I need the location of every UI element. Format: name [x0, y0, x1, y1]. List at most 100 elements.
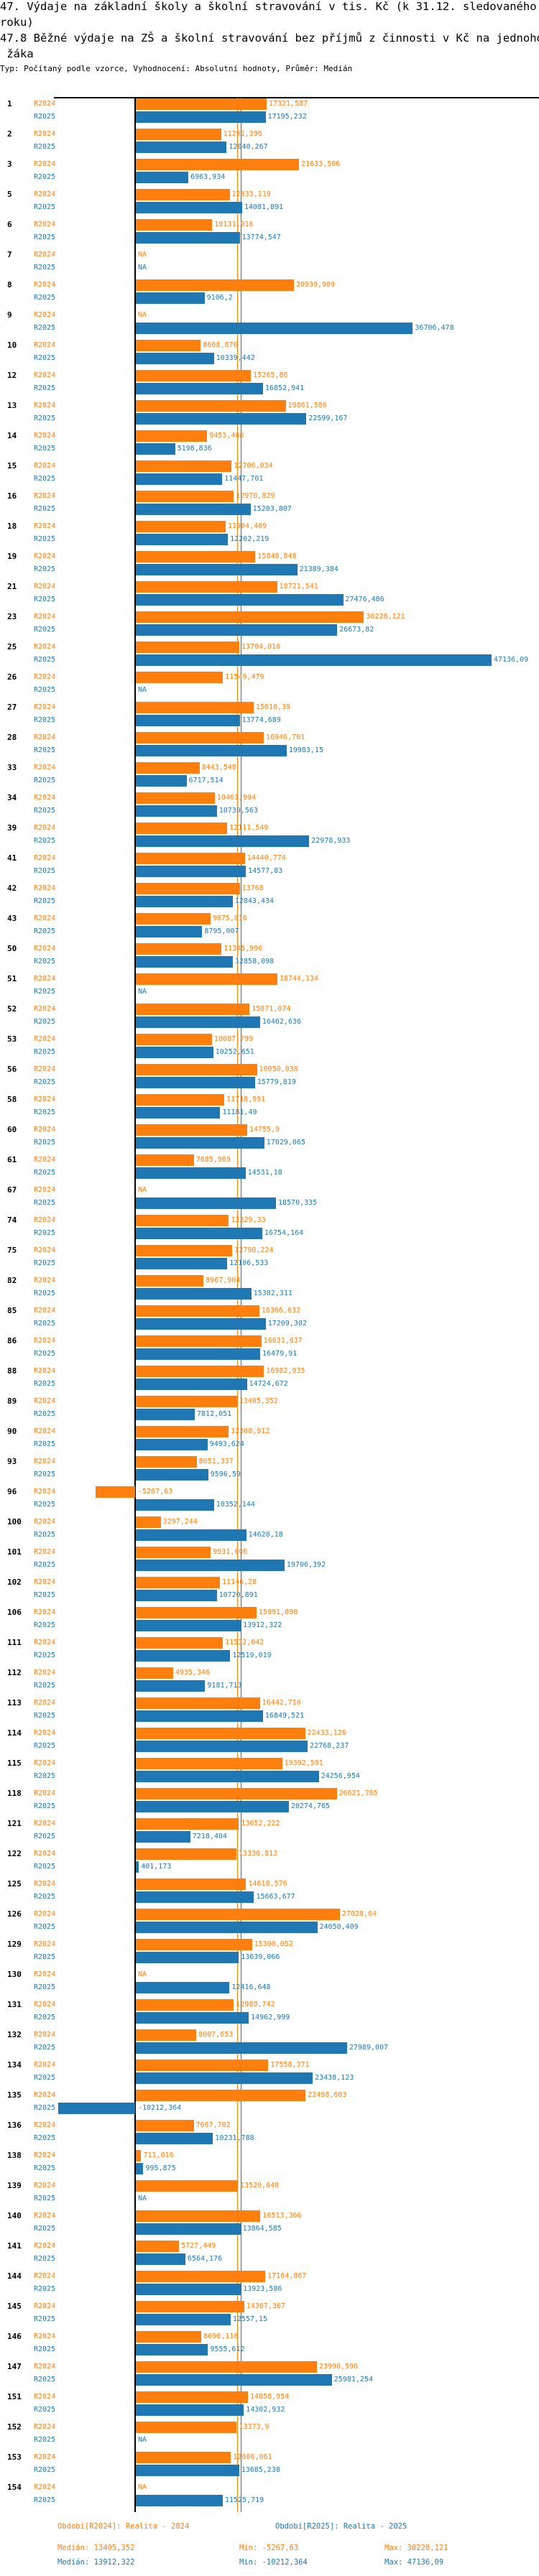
series-label: R2025 [34, 354, 56, 362]
bar-r2024 [136, 1275, 204, 1287]
value-label: 15991,898 [258, 1608, 298, 1616]
series-label: R2024 [34, 2091, 56, 2099]
chart-subtitle-line-1: 47.8 Běžné výdaje na ZŠ a školní stravov… [0, 32, 539, 45]
value-label: 8967,904 [206, 1277, 241, 1284]
series-label: R2025 [34, 1018, 56, 1026]
series-label: R2024 [34, 462, 56, 470]
series-label: R2024 [34, 764, 56, 772]
series-label: R2025 [34, 1048, 56, 1056]
group-label: 146 [7, 2332, 22, 2341]
na-label: NA [138, 686, 147, 694]
bar-r2025 [136, 2163, 144, 2174]
value-label: 16462,636 [262, 1018, 302, 1026]
series-label: R2025 [34, 1078, 56, 1086]
bar-r2024 [136, 1758, 282, 1769]
series-label: R2024 [34, 190, 56, 198]
value-label: 711,016 [143, 2151, 174, 2159]
series-label: R2024 [34, 1126, 56, 1134]
bar-r2025 [136, 2314, 231, 2325]
series-label: R2025 [34, 384, 56, 392]
series-label: R2025 [34, 1983, 56, 1991]
value-label: 9931,606 [213, 1548, 248, 1556]
group-label: 19 [7, 552, 17, 561]
bar-r2025 [136, 2223, 241, 2235]
bar-r2025 [136, 564, 298, 575]
value-label: 16631,637 [263, 1337, 303, 1345]
value-label: 12843,434 [234, 897, 275, 905]
bar-r2025 [136, 1077, 255, 1088]
bar-r2025 [136, 1922, 318, 1933]
series-label: R2025 [34, 535, 56, 543]
value-label: 16513,366 [262, 2212, 302, 2220]
value-label: 11345,996 [224, 945, 263, 953]
bar-r2024 [136, 551, 256, 562]
bar-r2025 [136, 534, 229, 545]
bar-r2024 [136, 1335, 262, 1347]
group-label: 56 [7, 1065, 17, 1074]
bar-r2024 [136, 883, 240, 894]
value-label: 16754,164 [264, 1229, 304, 1237]
bar-r2025 [136, 353, 214, 364]
series-label: R2024 [34, 341, 56, 349]
group-label: 53 [7, 1034, 17, 1044]
group-label: 147 [7, 2362, 22, 2371]
value-label: 11904,409 [227, 522, 267, 530]
bar-r2024 [136, 762, 200, 774]
value-label: 8443,548 [201, 764, 236, 772]
bar-r2024 [136, 973, 277, 985]
bar-r2025 [136, 624, 338, 636]
series-label: R2025 [34, 1772, 56, 1780]
bar-r2024 [136, 2452, 231, 2463]
series-label: R2024 [34, 1729, 56, 1737]
bar-r2025 [136, 1710, 263, 1722]
bar-r2025 [136, 202, 242, 213]
bar-r2024 [136, 1939, 252, 1950]
group-label: 151 [7, 2392, 22, 2401]
series-label: R2025 [34, 1289, 56, 1297]
value-label: 13520,648 [239, 2182, 280, 2190]
value-label: 22599,167 [308, 414, 348, 422]
series-label: R2025 [34, 2436, 56, 2444]
value-label: 20939,909 [295, 281, 336, 289]
bar-r2025 [136, 323, 413, 334]
bar-r2025 [136, 1318, 266, 1330]
value-label: 21389,384 [299, 565, 338, 573]
bar-r2025 [136, 383, 263, 394]
series-label: R2024 [34, 673, 56, 681]
group-label: 130 [7, 1970, 22, 1979]
bar-r2025 [136, 1439, 208, 1450]
group-label: 42 [7, 884, 17, 893]
chart-title-line-2: roku) [0, 16, 34, 29]
series-label: R2024 [34, 100, 56, 108]
value-label: 14628,18 [248, 1531, 283, 1539]
value-label: 22768,237 [310, 1742, 349, 1750]
series-label: R2024 [34, 2061, 56, 2069]
bar-r2024 [136, 1728, 305, 1739]
value-label: 9875,816 [212, 914, 247, 922]
bar-r2024 [136, 853, 245, 864]
series-label: R2024 [34, 1458, 56, 1465]
value-label: 15848,848 [257, 552, 297, 560]
series-label: R2024 [34, 221, 56, 228]
series-label: R2025 [34, 2285, 56, 2293]
series-label: R2024 [34, 1940, 56, 1948]
series-label: R2024 [34, 1156, 56, 1164]
bar-r2025 [136, 504, 251, 515]
series-label: R2024 [34, 1910, 56, 1918]
series-label: R2025 [34, 1380, 56, 1388]
series-label: R2025 [34, 837, 56, 845]
series-label: R2025 [34, 1470, 56, 1478]
value-label: 7218,404 [192, 1833, 227, 1840]
bar-r2025 [136, 715, 240, 726]
value-label: 15302,311 [253, 1289, 292, 1297]
group-label: 15 [7, 461, 17, 471]
series-label: R2025 [34, 2376, 56, 2383]
series-label: R2025 [34, 2466, 56, 2474]
value-label: 8795,007 [204, 927, 239, 935]
bar-r2025 [136, 1047, 213, 1058]
group-label: 18 [7, 522, 17, 531]
value-label: 6717,514 [188, 777, 224, 784]
series-label: R2024 [34, 1367, 56, 1375]
bar-r2024 [136, 672, 224, 683]
